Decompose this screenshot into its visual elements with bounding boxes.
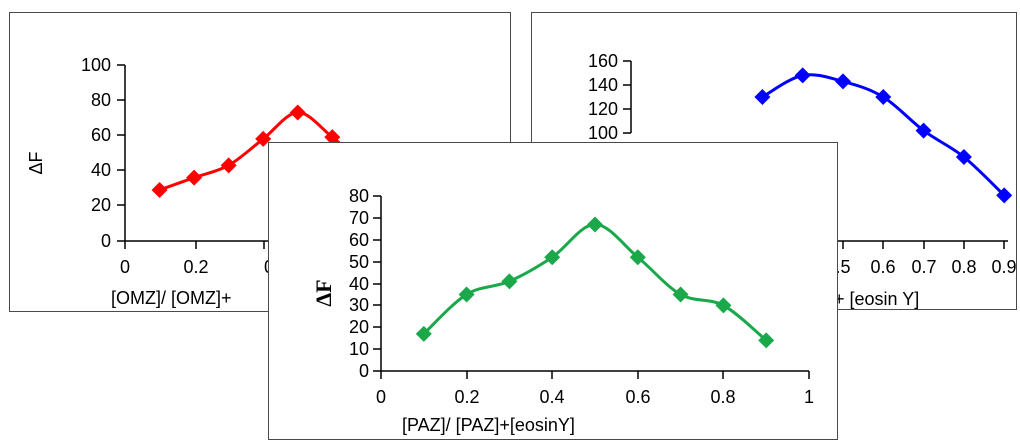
x-tick-label: 0.8: [710, 387, 735, 407]
data-point-eosin: [875, 89, 892, 105]
y-tick-label: 140: [588, 75, 618, 95]
data-point-eosin: [915, 122, 932, 139]
x-tick-label: 0.8: [951, 257, 976, 277]
chart-omz-svg: 100 80 60 40 20 0 0 0.2 0. ΔF [OMZ]/ [OM…: [26, 55, 375, 308]
y-axis-label: ΔF: [311, 279, 336, 306]
data-point-omz: [151, 181, 168, 198]
y-tick-label: 10: [349, 339, 369, 359]
x-tick-label: 1: [804, 387, 814, 407]
x-tick-label: 0.6: [870, 257, 895, 277]
y-tick-label: 160: [588, 51, 618, 71]
y-tick-label: 80: [349, 186, 369, 206]
x-tick-label: 0.9: [991, 257, 1016, 277]
data-point-omz: [186, 169, 203, 186]
data-point-omz: [220, 157, 237, 174]
y-tick-label: 100: [588, 123, 618, 143]
x-axis-label: [OMZ]/ [OMZ]+: [111, 288, 232, 308]
y-axis-label: ΔF: [26, 151, 46, 174]
x-axis: [832, 240, 1008, 249]
series-line-paz: [422, 222, 768, 342]
x-axis-label: [PAZ]/ [PAZ]+[eosinY]: [402, 415, 575, 435]
x-tick-label: 0: [120, 257, 130, 277]
y-axis: [117, 64, 126, 242]
data-point-eosin: [794, 67, 811, 84]
x-tick-label: 0.4: [539, 387, 564, 407]
chart-eosin-svg: 160 140 120 100 .5 0.6 0.7 0.8 0.9 + [eo…: [588, 51, 1016, 309]
chart-panel-paz: 80 70 60 50 40 30 20 10 0 0 0.2 0.4 0.6 …: [268, 142, 838, 440]
chart-paz-svg: 80 70 60 50 40 30 20 10 0 0 0.2 0.4 0.6 …: [311, 186, 814, 435]
data-point-eosin: [754, 89, 771, 105]
y-tick-label: 20: [91, 195, 111, 215]
y-tick-label: 0: [101, 231, 111, 251]
data-point-paz: [458, 286, 475, 303]
data-point-paz: [415, 325, 432, 342]
y-tick-label: 20: [349, 317, 369, 337]
y-tick-label: 80: [91, 90, 111, 110]
y-axis: [623, 60, 632, 134]
data-point-paz: [629, 249, 646, 266]
x-axis: [380, 370, 810, 379]
y-tick-label: 120: [588, 99, 618, 119]
data-point-paz: [501, 273, 518, 290]
plot-area-paz: [415, 216, 775, 349]
y-tick-label: 30: [349, 295, 369, 315]
data-point-omz: [255, 130, 272, 147]
y-tick-label: 60: [91, 125, 111, 145]
data-point-eosin: [835, 73, 851, 90]
x-axis-label: + [eosin Y]: [834, 289, 919, 309]
data-point-paz: [544, 249, 561, 266]
y-axis: [373, 195, 382, 372]
data-point-paz: [587, 216, 603, 233]
y-tick-label: 0: [359, 361, 369, 381]
x-tick-label: 0.7: [911, 257, 936, 277]
x-tick-label: 0.2: [454, 387, 479, 407]
x-tick-label: 0.6: [625, 387, 650, 407]
x-tick-label: 0: [376, 387, 386, 407]
y-tick-label: 40: [91, 160, 111, 180]
plot-area-eosin: [754, 67, 1013, 204]
plot-area-omz: [151, 104, 375, 198]
data-point-eosin: [996, 187, 1013, 204]
data-point-paz: [715, 297, 732, 314]
y-tick-label: 70: [349, 208, 369, 228]
y-tick-label: 60: [349, 230, 369, 250]
data-point-eosin: [955, 149, 972, 165]
data-point-paz: [672, 286, 689, 303]
y-tick-label: 100: [81, 55, 111, 75]
x-tick-label: .5: [835, 257, 850, 277]
y-tick-label: 40: [349, 274, 369, 294]
data-point-omz: [289, 104, 306, 121]
data-point-paz: [758, 332, 775, 349]
y-tick-label: 50: [349, 252, 369, 272]
x-tick-label: 0.2: [183, 257, 208, 277]
data-point-omz: [324, 129, 341, 146]
